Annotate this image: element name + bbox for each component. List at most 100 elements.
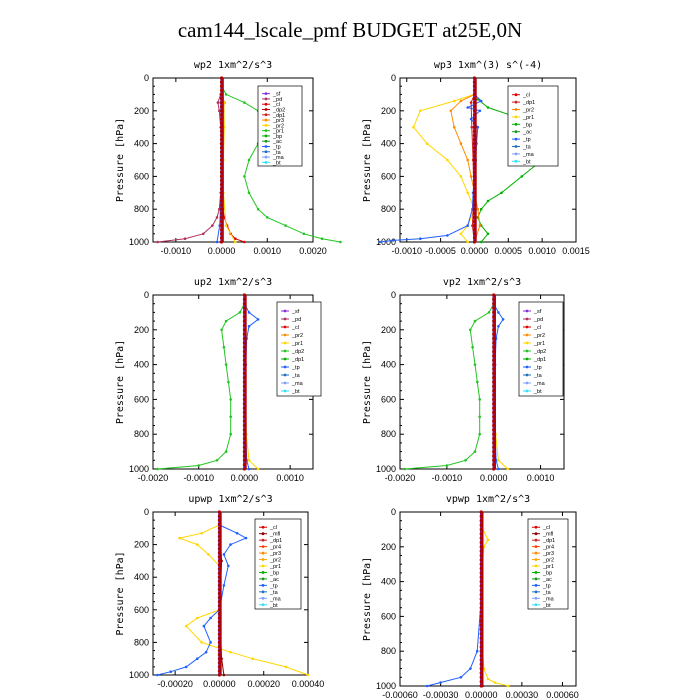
data-point [302,232,306,236]
data-point [459,232,463,236]
data-point [476,125,480,129]
zero-profile-point [472,146,477,150]
zero-profile-point [217,653,222,657]
y-tick-label: 400 [381,360,396,370]
legend-marker [514,137,518,141]
legend-label: _pr3 [542,551,554,557]
y-tick-label: 200 [381,542,396,552]
zero-profile-point [219,174,224,178]
legend-label: _dp1 [272,113,285,119]
data-point [184,624,188,628]
legend-marker [525,309,529,313]
data-point [222,345,226,349]
legend-marker [261,558,265,561]
zero-profile-point [492,358,496,362]
y-tick-label: 600 [381,611,396,621]
zero-profile-point [217,665,222,669]
zero-profile-point [492,432,496,436]
zero-profile-point [472,203,477,207]
zero-profile-point [242,384,247,388]
zero-profile-point [492,310,496,314]
zero-profile-point [217,636,222,640]
data-point [487,311,491,314]
legend-marker [261,603,265,607]
data-point [256,207,260,211]
zero-profile-point [492,441,496,445]
zero-profile-point [479,658,483,662]
zero-profile-point [472,183,477,187]
data-point [478,415,482,419]
y-tick-label: 200 [134,540,149,550]
zero-profile-point [219,113,224,117]
data-point [476,380,479,384]
chart-panel-2: wp3 1xm^(3) s^(-4) Pressure [hPa] 0 200 400 6… [362,60,590,256]
zero-profile-point [472,158,477,162]
zero-profile-point [479,619,483,623]
data-point [419,237,422,240]
zero-profile-point [479,680,483,684]
data-point [497,467,500,471]
zero-profile-point [472,92,477,96]
legend-label: _pr2 [291,333,303,339]
zero-profile-point [472,125,477,129]
zero-profile-point [472,88,477,92]
zero-profile-point [492,458,496,462]
data-point [479,240,483,244]
y-tick-label: 600 [134,605,149,615]
zero-profile-point [217,608,222,612]
legend-label: _dp1 [542,538,555,544]
data-point [470,125,474,129]
zero-profile-point [217,616,222,620]
zero-profile-point [242,345,247,349]
y-tick-label: 800 [134,204,149,214]
x-tick-label: 0.0000 [461,246,489,256]
data-point [229,543,232,546]
legend-marker [264,118,268,122]
zero-profile-point [242,415,247,419]
series-line-cl [221,86,245,243]
zero-profile-point [217,518,222,522]
legend-marker [534,538,538,542]
zero-profile-point [242,397,247,401]
legend-label: _bt [522,159,531,165]
legend-marker [264,92,268,96]
legend-label: _pr1 [522,115,534,121]
zero-profile-point [219,199,224,203]
zero-profile-point [217,526,222,530]
legend-marker [534,558,538,561]
zero-profile-point [492,297,496,301]
data-point [466,224,470,227]
zero-profile-point [492,328,496,332]
legend-marker [514,100,518,104]
zero-profile-point [217,661,222,665]
zero-profile-point [479,653,483,658]
zero-profile-point [219,162,224,166]
legend-marker [261,564,265,568]
data-point [506,467,510,471]
zero-profile-point [492,323,496,328]
series-line-dp2 [157,303,245,470]
legend-label: _tp [542,583,551,589]
legend-marker [514,115,518,119]
legend-label: _pr1 [533,341,545,347]
zero-profile-point [217,563,222,567]
zero-profile-point [219,133,224,137]
zero-profile-point [479,662,483,666]
zero-profile-point [492,436,496,441]
data-point [466,158,470,162]
x-tick-label: -0.0020 [138,473,169,483]
zero-profile-point [242,310,247,314]
zero-profile-point [492,363,496,367]
legend-label: _ta [291,373,301,379]
zero-profile-point [219,109,224,113]
y-tick-label: 1000 [376,237,396,247]
legend-label: _pr2 [542,558,554,564]
zero-profile-point [479,532,483,536]
data-point [247,311,251,314]
data-point [227,380,230,384]
zero-profile-point [217,559,222,563]
data-point [469,175,473,178]
legend-label: _pr2 [522,108,534,114]
zero-profile-point [219,117,224,121]
data-point [459,99,463,103]
